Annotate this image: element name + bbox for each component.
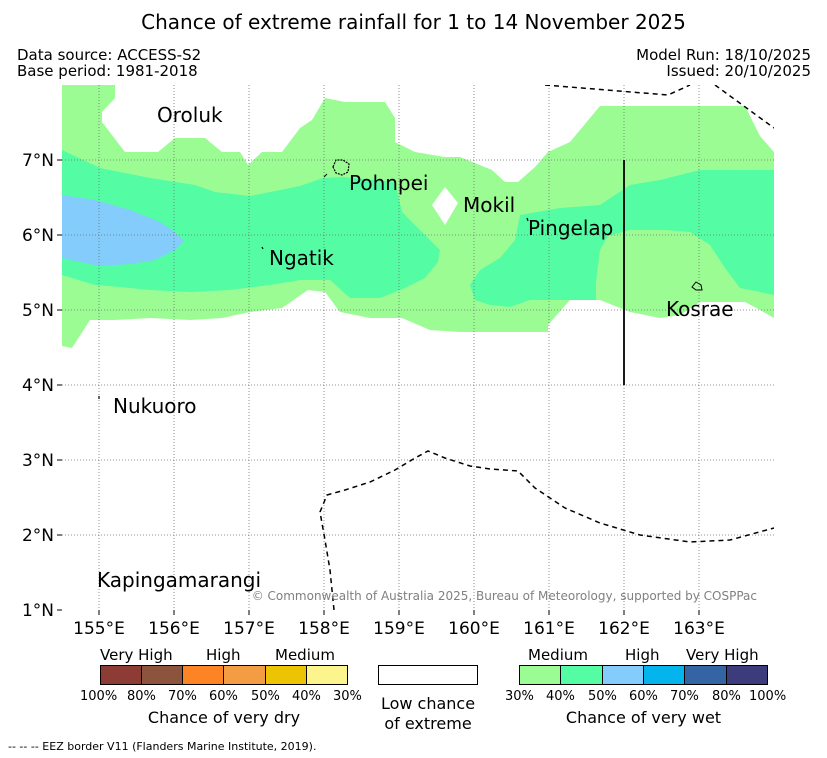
base-period: Base period: 1981-2018	[17, 62, 198, 80]
dry-tick: 100%	[80, 689, 118, 704]
dry-tick: 80%	[127, 689, 156, 704]
eez-border	[319, 85, 774, 610]
issued-date: Issued: 20/10/2025	[666, 62, 811, 80]
dry-legend-title: Chance of very dry	[147, 708, 301, 727]
wet-tick: 30%	[505, 689, 534, 704]
wet-swatch-60	[643, 665, 685, 685]
wet-tick: 50%	[588, 689, 617, 704]
dry-swatch-100	[100, 665, 142, 685]
dry-label-very-high: Very High	[100, 646, 173, 664]
dry-swatch-80	[141, 665, 183, 685]
dry-label-medium: Medium	[275, 646, 335, 664]
dry-tick: 60%	[209, 689, 238, 704]
lat-label: 3°N	[22, 451, 54, 471]
map-title: Chance of extreme rainfall for 1 to 14 N…	[141, 10, 686, 34]
pohnpei-island	[332, 159, 350, 176]
place-nukuoro: Nukuoro	[113, 394, 197, 418]
low-patch-mokil	[432, 187, 458, 225]
wet-50-region	[62, 195, 184, 266]
wet-label-high: High	[625, 646, 660, 664]
dry-swatch-40	[306, 665, 348, 685]
dry-label-high: High	[206, 646, 241, 664]
lon-label: 161°E	[523, 619, 575, 639]
lon-label: 155°E	[73, 619, 125, 639]
lat-label: 6°N	[22, 226, 54, 246]
low-chance-swatch	[378, 665, 478, 685]
wet-swatch-40	[560, 665, 603, 685]
wet-legend-title: Chance of very wet	[565, 708, 722, 727]
wet-swatch-30	[519, 665, 561, 685]
place-pohnpei: Pohnpei	[349, 171, 429, 195]
wet-label-very-high: Very High	[686, 646, 759, 664]
place-kapingamarangi: Kapingamarangi	[97, 568, 261, 592]
lon-label: 157°E	[223, 619, 275, 639]
kosrae-island	[691, 281, 703, 291]
wet-40-region	[62, 150, 440, 298]
low-chance-title-2: of extreme	[384, 714, 472, 733]
place-ngatik: Ngatik	[269, 246, 334, 270]
place-pingelap: Pingelap	[528, 216, 613, 240]
dry-tick: 40%	[292, 689, 321, 704]
lat-label: 1°N	[22, 601, 54, 621]
rainfall-map: Oroluk Pohnpei Mokil Pingelap Ngatik Kos…	[22, 85, 774, 639]
lat-labels: 7°N 6°N 5°N 4°N 3°N 2°N 1°N	[22, 151, 54, 621]
copyright-notice: © Commonwealth of Australia 2025, Bureau…	[252, 589, 757, 603]
lon-label: 162°E	[598, 619, 650, 639]
wet-swatch-80	[726, 665, 768, 685]
wet-swatch-70	[684, 665, 727, 685]
data-source: Data source: ACCESS-S2	[17, 46, 202, 64]
dry-swatch-50	[265, 665, 307, 685]
lon-tick-marks	[98, 610, 700, 615]
place-oroluk: Oroluk	[157, 103, 223, 127]
lon-labels: 155°E 156°E 157°E 158°E 159°E 160°E 161°…	[73, 619, 725, 639]
eez-footer-note: -- -- -- EEZ border V11 (Flanders Marine…	[8, 740, 317, 753]
dry-tick: 70%	[168, 689, 197, 704]
lon-label: 163°E	[673, 619, 725, 639]
dry-tick: 30%	[333, 689, 362, 704]
lat-label: 5°N	[22, 301, 54, 321]
place-kosrae: Kosrae	[666, 297, 734, 321]
wet-tick: 80%	[712, 689, 741, 704]
lat-label: 2°N	[22, 526, 54, 546]
wet-tick: 100%	[749, 689, 787, 704]
model-run: Model Run: 18/10/2025	[636, 46, 811, 64]
low-chance-title-1: Low chance	[380, 694, 476, 713]
lon-label: 160°E	[448, 619, 500, 639]
wet-swatch-50	[602, 665, 644, 685]
lon-label: 159°E	[373, 619, 425, 639]
lat-label: 4°N	[22, 376, 54, 396]
place-mokil: Mokil	[463, 193, 515, 217]
lon-label: 156°E	[148, 619, 200, 639]
lat-label: 7°N	[22, 151, 54, 171]
dry-swatch-70	[182, 665, 224, 685]
wet-tick: 60%	[629, 689, 658, 704]
wet-40-region-east	[470, 170, 774, 307]
dry-tick: 50%	[251, 689, 280, 704]
ngatik-atoll	[261, 246, 264, 250]
lon-label: 158°E	[298, 619, 350, 639]
lat-tick-marks	[57, 159, 62, 611]
dry-swatch-60	[223, 665, 266, 685]
wet-tick: 70%	[670, 689, 699, 704]
pingelap-atoll	[526, 217, 529, 222]
wet-tick: 40%	[546, 689, 575, 704]
wet-label-medium: Medium	[528, 646, 588, 664]
small-islet	[323, 173, 328, 178]
